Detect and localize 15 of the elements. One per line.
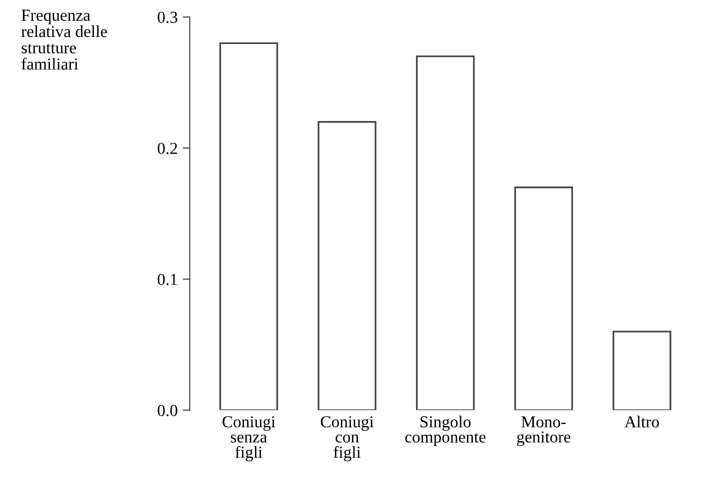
y-tick-label: 0.1 [158,274,177,286]
x-tick-label: Coniugi con figli [320,416,374,462]
x-tick-label: Altro [624,416,659,428]
y-tick-label: 0.3 [158,12,178,24]
bar [416,55,475,410]
x-tick-label: Singolo componente [405,416,486,446]
y-axis-title: Frequenza relativa delle strutture familiari [21,10,107,70]
bar [318,121,376,410]
x-tick-label: Coniugi senza figli [222,416,276,462]
x-tick-label: Mono- genitore [517,416,570,446]
y-tick-label: 0.2 [158,142,178,154]
bar [514,186,573,410]
y-tick-label: 0.0 [158,404,178,416]
bar [219,42,278,410]
bar [612,330,672,410]
